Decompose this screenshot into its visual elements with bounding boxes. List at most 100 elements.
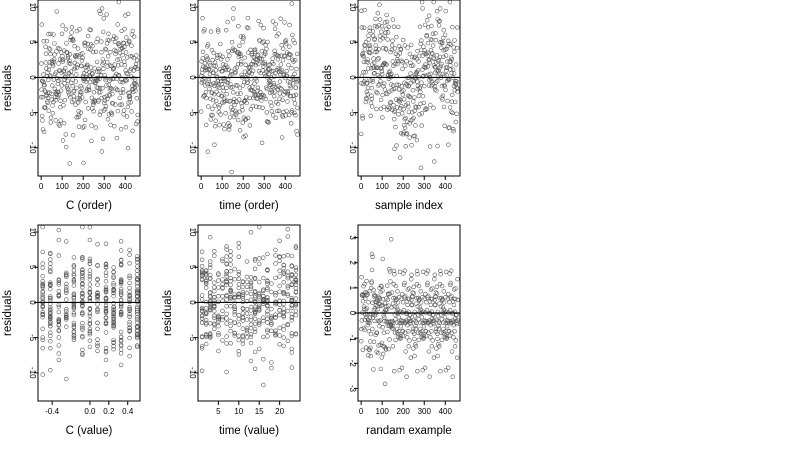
data-point (377, 296, 383, 301)
data-point (213, 68, 219, 73)
data-point (123, 50, 129, 55)
data-point (118, 261, 124, 267)
data-point (429, 329, 434, 334)
data-point (92, 97, 97, 103)
data-point (418, 101, 423, 107)
data-point (407, 51, 413, 57)
data-point (423, 333, 429, 339)
data-point (392, 272, 397, 277)
data-point (406, 296, 412, 302)
data-point (440, 93, 446, 98)
data-point (119, 102, 125, 107)
data-point (379, 284, 384, 289)
data-point (269, 360, 274, 365)
data-point (71, 311, 77, 316)
data-point (208, 305, 213, 310)
data-point (199, 59, 204, 64)
data-point (238, 51, 243, 56)
data-point (240, 314, 246, 320)
data-point (398, 334, 403, 339)
data-point (442, 32, 448, 38)
data-point (415, 48, 420, 54)
data-point (364, 89, 369, 95)
data-point (56, 351, 61, 356)
data-point (124, 77, 130, 83)
data-point (281, 306, 286, 311)
data-point (363, 307, 368, 312)
data-point (295, 105, 300, 111)
data-point (422, 296, 427, 301)
data-point (248, 314, 254, 319)
data-point (371, 56, 376, 61)
data-point (434, 346, 439, 351)
data-point (362, 281, 367, 287)
data-point (46, 31, 51, 37)
data-point (262, 60, 267, 65)
data-point (48, 257, 53, 262)
data-point (418, 89, 423, 95)
data-point (424, 32, 429, 38)
data-point (437, 295, 442, 301)
data-point (389, 290, 395, 295)
data-point (265, 316, 270, 321)
data-point (58, 104, 63, 110)
data-point (236, 295, 242, 300)
data-point (103, 330, 109, 335)
data-point (122, 44, 127, 49)
data-point (95, 282, 100, 287)
data-point (117, 56, 122, 62)
data-point (293, 85, 298, 90)
data-point (95, 85, 101, 91)
data-point (413, 326, 418, 331)
data-point (228, 323, 233, 329)
data-point (80, 324, 85, 329)
data-point (264, 46, 269, 52)
data-point (56, 78, 61, 83)
data-point (111, 287, 116, 292)
data-point (51, 57, 57, 62)
data-point (293, 277, 299, 282)
data-point (410, 78, 415, 83)
data-point (448, 42, 454, 47)
data-point (233, 108, 238, 114)
data-point (220, 277, 225, 282)
data-point (40, 279, 45, 284)
data-point (103, 103, 109, 109)
data-point (224, 85, 229, 91)
data-point (210, 106, 215, 112)
data-point (226, 49, 231, 54)
data-point (285, 227, 290, 232)
data-point (445, 296, 450, 301)
data-point (225, 57, 230, 62)
data-point (394, 320, 400, 325)
data-point (135, 260, 140, 265)
data-point (271, 94, 277, 99)
data-point (381, 330, 387, 335)
data-point (127, 280, 132, 286)
data-point (414, 301, 419, 306)
data-point (429, 79, 434, 84)
data-point (428, 71, 433, 77)
data-point (415, 68, 421, 73)
data-point (374, 89, 379, 95)
data-point (212, 315, 217, 321)
data-point (80, 224, 85, 230)
data-point (118, 239, 124, 244)
data-point (257, 318, 262, 323)
data-point (425, 53, 430, 58)
data-point (425, 280, 430, 286)
data-point (228, 295, 233, 300)
data-point (208, 265, 213, 270)
data-point (74, 72, 79, 77)
data-point (388, 100, 393, 106)
data-point (424, 300, 429, 305)
data-point (122, 27, 127, 32)
data-point (103, 279, 109, 284)
data-point (56, 304, 61, 310)
data-point (415, 79, 420, 84)
data-point (261, 64, 266, 69)
data-point (72, 43, 77, 49)
data-point (455, 297, 460, 302)
data-point (252, 309, 258, 314)
data-point (87, 237, 93, 243)
